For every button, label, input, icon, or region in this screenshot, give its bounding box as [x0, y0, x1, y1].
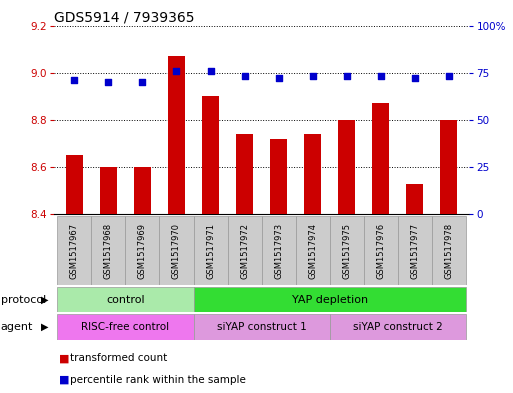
Bar: [398, 216, 432, 285]
Point: [343, 73, 351, 80]
Bar: [372, 103, 389, 214]
Text: agent: agent: [1, 322, 33, 332]
Bar: [432, 216, 466, 285]
Bar: [193, 216, 228, 285]
Point: [139, 79, 147, 85]
Bar: [134, 167, 151, 214]
Text: GSM1517977: GSM1517977: [410, 222, 420, 279]
Text: siYAP construct 1: siYAP construct 1: [217, 322, 306, 332]
Point: [309, 73, 317, 80]
Bar: [406, 184, 423, 214]
Text: GSM1517969: GSM1517969: [138, 222, 147, 279]
Point: [241, 73, 249, 80]
Bar: [66, 155, 83, 214]
Bar: [330, 314, 466, 340]
Text: ■: ■: [59, 353, 69, 364]
Bar: [364, 216, 398, 285]
Bar: [193, 287, 466, 312]
Bar: [236, 134, 253, 214]
Text: ▶: ▶: [42, 322, 49, 332]
Point: [445, 73, 453, 80]
Text: GSM1517970: GSM1517970: [172, 222, 181, 279]
Bar: [295, 216, 330, 285]
Bar: [338, 120, 356, 214]
Bar: [330, 216, 364, 285]
Bar: [57, 216, 91, 285]
Point: [172, 68, 181, 74]
Bar: [202, 96, 219, 214]
Text: siYAP construct 2: siYAP construct 2: [353, 322, 443, 332]
Bar: [193, 314, 330, 340]
Text: YAP depletion: YAP depletion: [292, 295, 368, 305]
Text: GSM1517974: GSM1517974: [308, 222, 317, 279]
Text: RISC-free control: RISC-free control: [82, 322, 169, 332]
Text: protocol: protocol: [1, 295, 46, 305]
Text: GSM1517978: GSM1517978: [444, 222, 453, 279]
Point: [104, 79, 112, 85]
Bar: [270, 139, 287, 214]
Bar: [168, 56, 185, 214]
Text: GSM1517967: GSM1517967: [70, 222, 79, 279]
Bar: [125, 216, 160, 285]
Point: [274, 75, 283, 81]
Text: ■: ■: [59, 375, 69, 385]
Text: transformed count: transformed count: [70, 353, 168, 364]
Text: percentile rank within the sample: percentile rank within the sample: [70, 375, 246, 385]
Text: GSM1517975: GSM1517975: [342, 222, 351, 279]
Point: [206, 68, 214, 74]
Point: [70, 77, 78, 83]
Point: [411, 75, 419, 81]
Text: GSM1517972: GSM1517972: [240, 222, 249, 279]
Bar: [304, 134, 321, 214]
Text: GSM1517968: GSM1517968: [104, 222, 113, 279]
Bar: [228, 216, 262, 285]
Text: GDS5914 / 7939365: GDS5914 / 7939365: [54, 10, 194, 24]
Bar: [160, 216, 193, 285]
Bar: [441, 120, 458, 214]
Bar: [57, 314, 193, 340]
Point: [377, 73, 385, 80]
Text: GSM1517976: GSM1517976: [377, 222, 385, 279]
Text: GSM1517973: GSM1517973: [274, 222, 283, 279]
Bar: [100, 167, 117, 214]
Bar: [57, 287, 193, 312]
Bar: [91, 216, 125, 285]
Text: GSM1517971: GSM1517971: [206, 222, 215, 279]
Bar: [262, 216, 295, 285]
Text: control: control: [106, 295, 145, 305]
Text: ▶: ▶: [42, 295, 49, 305]
